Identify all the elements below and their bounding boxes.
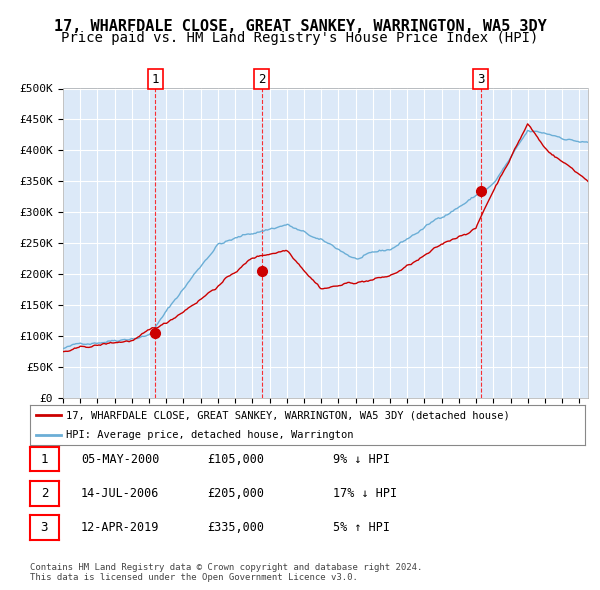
Text: £205,000: £205,000 — [207, 487, 264, 500]
Text: 1: 1 — [151, 73, 159, 86]
Text: 3: 3 — [41, 521, 48, 534]
Text: Price paid vs. HM Land Registry's House Price Index (HPI): Price paid vs. HM Land Registry's House … — [61, 31, 539, 45]
Text: 17, WHARFDALE CLOSE, GREAT SANKEY, WARRINGTON, WA5 3DY: 17, WHARFDALE CLOSE, GREAT SANKEY, WARRI… — [53, 19, 547, 34]
Text: 1: 1 — [41, 453, 48, 466]
Text: 5% ↑ HPI: 5% ↑ HPI — [333, 521, 390, 534]
Text: 12-APR-2019: 12-APR-2019 — [81, 521, 160, 534]
Text: 2: 2 — [41, 487, 48, 500]
Text: 05-MAY-2000: 05-MAY-2000 — [81, 453, 160, 466]
Text: 9% ↓ HPI: 9% ↓ HPI — [333, 453, 390, 466]
Text: HPI: Average price, detached house, Warrington: HPI: Average price, detached house, Warr… — [66, 431, 353, 440]
Text: Contains HM Land Registry data © Crown copyright and database right 2024.
This d: Contains HM Land Registry data © Crown c… — [30, 563, 422, 582]
Text: 2: 2 — [258, 73, 265, 86]
Text: 3: 3 — [477, 73, 485, 86]
Text: 14-JUL-2006: 14-JUL-2006 — [81, 487, 160, 500]
Text: £335,000: £335,000 — [207, 521, 264, 534]
Text: £105,000: £105,000 — [207, 453, 264, 466]
Text: 17% ↓ HPI: 17% ↓ HPI — [333, 487, 397, 500]
Text: 17, WHARFDALE CLOSE, GREAT SANKEY, WARRINGTON, WA5 3DY (detached house): 17, WHARFDALE CLOSE, GREAT SANKEY, WARRI… — [66, 411, 510, 420]
